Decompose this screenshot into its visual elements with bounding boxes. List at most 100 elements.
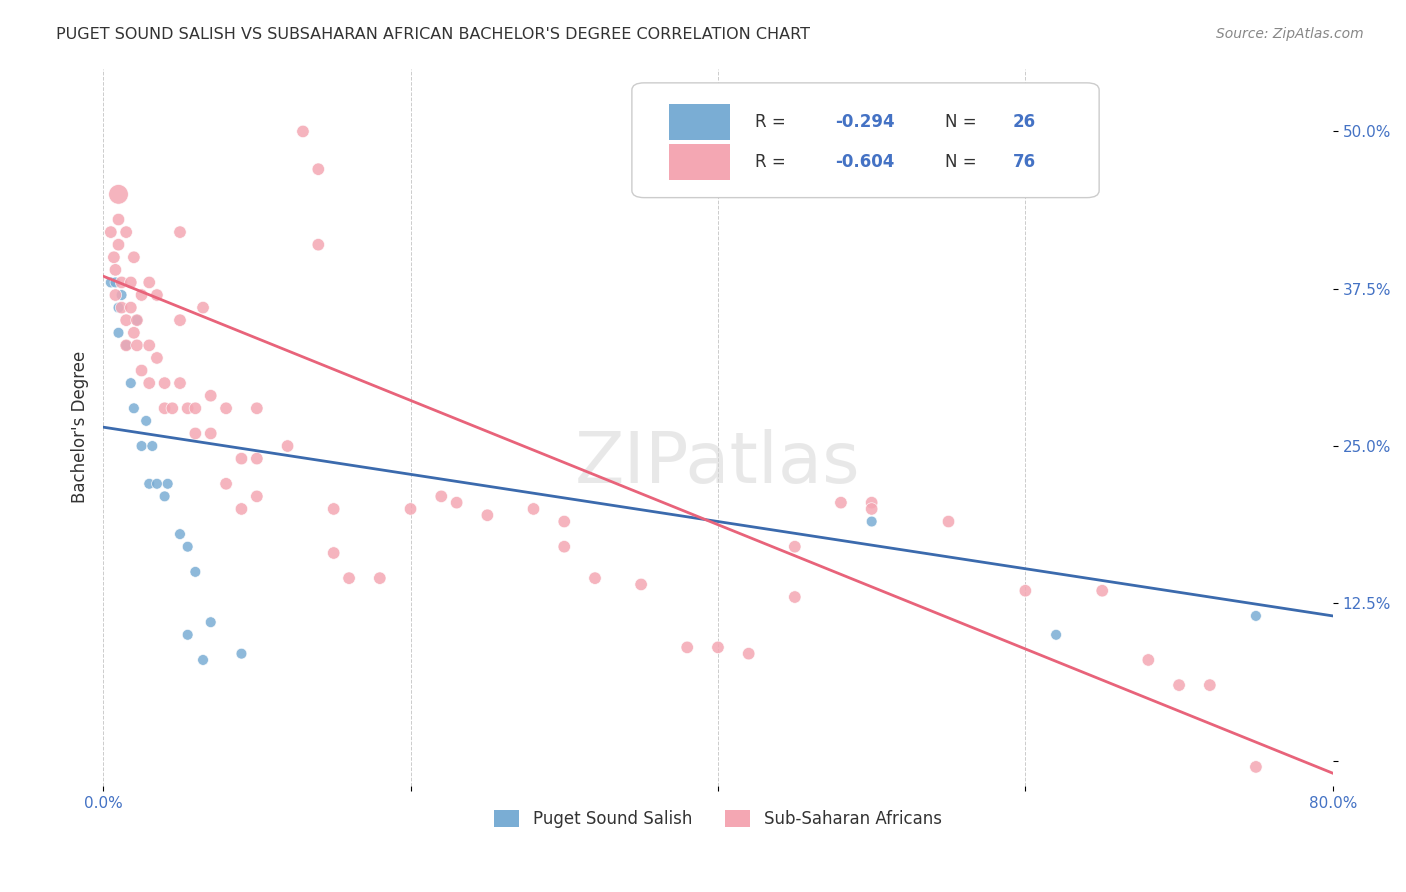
Point <box>138 476 160 491</box>
Point <box>107 237 129 252</box>
Text: N =: N = <box>945 113 983 131</box>
Point <box>1091 583 1114 598</box>
Point <box>107 212 129 227</box>
Point <box>176 540 198 554</box>
Point <box>146 476 169 491</box>
Point <box>138 338 160 352</box>
Point <box>860 496 883 510</box>
Point <box>100 225 122 239</box>
Point <box>153 376 176 390</box>
Point <box>583 571 606 585</box>
Point <box>522 502 544 516</box>
Text: 26: 26 <box>1014 113 1036 131</box>
Text: 76: 76 <box>1014 153 1036 170</box>
Point <box>110 301 132 315</box>
Point <box>860 502 883 516</box>
Text: N =: N = <box>945 153 983 170</box>
Text: -0.294: -0.294 <box>835 113 894 131</box>
Point <box>477 508 499 523</box>
Point <box>107 326 129 340</box>
Point <box>191 301 214 315</box>
Point <box>430 489 453 503</box>
Text: -0.604: -0.604 <box>835 153 894 170</box>
Point <box>215 401 238 416</box>
Point <box>103 250 125 264</box>
Point <box>169 376 191 390</box>
Point <box>399 502 422 516</box>
Point <box>153 401 176 416</box>
Point <box>630 577 652 591</box>
Point <box>131 363 153 377</box>
Point <box>246 401 269 416</box>
Point <box>115 225 138 239</box>
Point <box>322 546 344 560</box>
Point <box>115 313 138 327</box>
Point <box>125 338 148 352</box>
Point <box>291 124 314 138</box>
Point <box>110 276 132 290</box>
Point <box>446 496 468 510</box>
Point <box>146 351 169 365</box>
Point <box>1168 678 1191 692</box>
Point <box>1045 628 1067 642</box>
Point <box>176 628 198 642</box>
Text: R =: R = <box>755 113 790 131</box>
Point <box>125 313 148 327</box>
Text: R =: R = <box>755 153 790 170</box>
Point <box>131 288 153 302</box>
Point <box>307 237 329 252</box>
Point <box>191 653 214 667</box>
Point <box>307 162 329 177</box>
Text: Source: ZipAtlas.com: Source: ZipAtlas.com <box>1216 27 1364 41</box>
Point <box>215 476 238 491</box>
Point <box>122 326 145 340</box>
Point <box>707 640 730 655</box>
Point <box>138 276 160 290</box>
Text: PUGET SOUND SALISH VS SUBSAHARAN AFRICAN BACHELOR'S DEGREE CORRELATION CHART: PUGET SOUND SALISH VS SUBSAHARAN AFRICAN… <box>56 27 810 42</box>
Point <box>146 288 169 302</box>
Point <box>231 451 253 466</box>
Point <box>200 389 222 403</box>
Point <box>122 401 145 416</box>
Point <box>141 439 163 453</box>
Point <box>246 451 269 466</box>
Point <box>783 540 806 554</box>
FancyBboxPatch shape <box>631 83 1099 198</box>
Point <box>553 540 575 554</box>
Point <box>246 489 269 503</box>
Point <box>184 565 207 579</box>
Point <box>553 515 575 529</box>
Point <box>368 571 391 585</box>
Point <box>200 615 222 630</box>
Point <box>322 502 344 516</box>
Point <box>231 647 253 661</box>
Point <box>135 414 157 428</box>
Legend: Puget Sound Salish, Sub-Saharan Africans: Puget Sound Salish, Sub-Saharan Africans <box>488 804 948 835</box>
Point <box>120 376 142 390</box>
Point <box>830 496 852 510</box>
Point <box>153 489 176 503</box>
Point <box>162 401 184 416</box>
Point <box>337 571 360 585</box>
Point <box>938 515 960 529</box>
Point <box>1137 653 1160 667</box>
Point <box>120 301 142 315</box>
Point <box>169 225 191 239</box>
Point <box>169 313 191 327</box>
Point <box>131 439 153 453</box>
Point <box>107 301 129 315</box>
Point <box>1198 678 1220 692</box>
Bar <box>669 104 730 140</box>
Point <box>115 338 138 352</box>
Point <box>200 426 222 441</box>
Point <box>156 476 179 491</box>
Point <box>184 401 207 416</box>
Bar <box>669 144 730 179</box>
Point <box>1244 608 1267 623</box>
Point <box>277 439 299 453</box>
Point <box>1244 760 1267 774</box>
Point <box>115 338 138 352</box>
Point <box>125 313 148 327</box>
Point <box>120 276 142 290</box>
Point <box>860 515 883 529</box>
